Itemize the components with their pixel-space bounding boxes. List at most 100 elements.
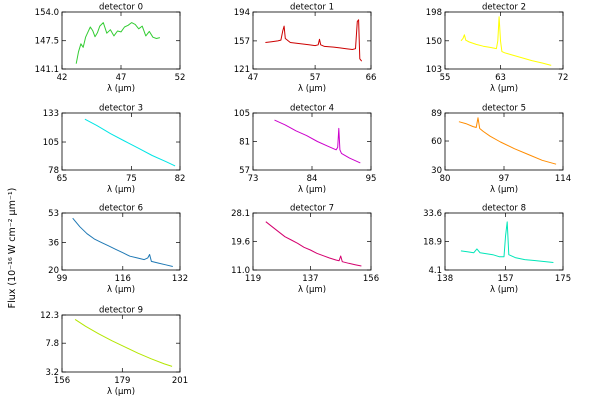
x-tick-label: 99 [57, 274, 68, 284]
x-tick-label: 57 [310, 73, 321, 83]
y-tick-label: 33.6 [423, 209, 442, 219]
y-tick-label: 18.9 [423, 237, 442, 247]
plot-frame [444, 11, 564, 70]
y-tick-label: 30 [431, 166, 442, 176]
x-tick-label: 156 [54, 376, 70, 386]
x-axis-label: λ (μm) [298, 285, 326, 295]
detector-panel-6: detector 6 99 116 132 20 36 53 λ (μm) [48, 204, 188, 296]
y-tick-label: 103 [426, 65, 442, 75]
y-tick-label: 157 [234, 37, 250, 47]
panel-title: detector 3 [99, 104, 143, 114]
y-tick-label: 60 [431, 137, 442, 147]
x-axis-label: λ (μm) [107, 185, 135, 195]
y-tick-label: 20 [48, 266, 59, 276]
x-tick-label: 75 [126, 174, 137, 184]
y-tick-label: 133 [43, 109, 59, 119]
x-tick-label: 72 [558, 73, 569, 83]
x-tick-label: 157 [497, 274, 513, 284]
spectrum-line [460, 221, 554, 263]
y-tick-label: 11.0 [231, 266, 250, 276]
y-tick-label: 150 [426, 37, 442, 47]
detector-panel-2: detector 2 55 63 72 103 150 198 λ (μm) [426, 3, 569, 95]
plot-frame [61, 212, 181, 271]
x-tick-label: 175 [555, 274, 571, 284]
x-tick-label: 52 [175, 73, 186, 83]
panel-title: detector 1 [290, 3, 334, 13]
figure-ylabel: Flux (10⁻¹⁶ W cm⁻² μm⁻¹) [7, 188, 18, 309]
y-tick-label: 121 [234, 65, 250, 75]
plot-frame [61, 112, 181, 171]
x-tick-label: 84 [307, 174, 318, 184]
spectrum-line [274, 119, 361, 164]
x-tick-label: 42 [57, 73, 68, 83]
x-tick-label: 119 [245, 274, 261, 284]
x-tick-label: 114 [555, 174, 571, 184]
detector-panel-0: detector 0 42 47 52 141.1 147.5 154.0 λ (μm) [35, 3, 186, 95]
x-tick-label: 116 [115, 274, 131, 284]
y-tick-label: 4.1 [428, 266, 442, 276]
x-tick-label: 73 [248, 174, 259, 184]
detector-panel-5: detector 5 80 97 114 30 60 89 λ (μm) [431, 104, 571, 196]
x-tick-label: 156 [363, 274, 379, 284]
panel-title: detector 6 [99, 204, 143, 214]
x-tick-label: 137 [302, 274, 318, 284]
x-tick-label: 55 [440, 73, 451, 83]
panel-title: detector 9 [99, 306, 143, 316]
detector-panel-1: detector 1 47 57 66 121 157 194 λ (μm) [234, 3, 377, 95]
spectrum-line [265, 221, 362, 267]
x-tick-label: 47 [248, 73, 259, 83]
x-axis-label: λ (μm) [298, 185, 326, 195]
panel-title: detector 7 [290, 204, 334, 214]
x-axis-label: λ (μm) [107, 84, 135, 94]
y-tick-label: 89 [431, 109, 442, 119]
y-tick-label: 28.1 [231, 209, 250, 219]
y-tick-label: 198 [426, 8, 442, 18]
x-tick-label: 80 [440, 174, 451, 184]
spectrum-line [458, 117, 557, 165]
x-tick-label: 201 [172, 376, 188, 386]
panel-title: detector 4 [290, 104, 334, 114]
detector-panel-7: detector 7 119 137 156 11.0 19.6 28.1 λ (μm) [231, 204, 379, 296]
x-tick-label: 82 [175, 174, 186, 184]
panel-title: detector 2 [482, 3, 526, 13]
x-tick-label: 63 [495, 73, 506, 83]
detector-panel-4: detector 4 73 84 95 57 81 105 λ (μm) [234, 104, 377, 196]
x-axis-label: λ (μm) [298, 84, 326, 94]
x-axis-label: λ (μm) [107, 387, 135, 397]
plot-frame [252, 11, 372, 70]
x-tick-label: 95 [366, 174, 377, 184]
x-tick-label: 65 [57, 174, 68, 184]
x-tick-label: 66 [366, 73, 377, 83]
panel-title: detector 0 [99, 3, 143, 13]
y-tick-label: 194 [234, 8, 250, 18]
panel-title: detector 8 [482, 204, 526, 214]
detector-panel-9: detector 9 156 179 201 3.2 7.8 12.3 λ (μm) [40, 306, 188, 398]
y-tick-label: 147.5 [35, 37, 59, 47]
y-tick-label: 154.0 [35, 8, 59, 18]
y-tick-label: 36 [48, 238, 59, 248]
x-axis-label: λ (μm) [107, 285, 135, 295]
detector-panel-3: detector 3 65 75 82 78 105 133 λ (μm) [43, 104, 186, 196]
y-tick-label: 53 [48, 209, 59, 219]
detector-panel-8: detector 8 138 157 175 33.6 18.9 4.1 λ (μm) [423, 204, 571, 296]
y-tick-label: 12.3 [40, 311, 59, 321]
y-tick-label: 141.1 [35, 65, 59, 75]
x-tick-label: 138 [437, 274, 453, 284]
spectrum-line [75, 22, 161, 64]
spectrum-line [72, 217, 173, 267]
x-axis-label: λ (μm) [490, 285, 518, 295]
y-tick-label: 7.8 [45, 339, 59, 349]
y-tick-label: 78 [48, 166, 59, 176]
spectrum-line [74, 318, 173, 367]
spectrum-line [460, 16, 552, 66]
x-axis-label: λ (μm) [490, 185, 518, 195]
panel-title: detector 5 [482, 104, 526, 114]
plot-frame [252, 112, 372, 171]
x-tick-label: 179 [114, 376, 130, 386]
spectrum-line [84, 118, 176, 167]
x-tick-label: 47 [116, 73, 127, 83]
x-tick-label: 132 [172, 274, 188, 284]
